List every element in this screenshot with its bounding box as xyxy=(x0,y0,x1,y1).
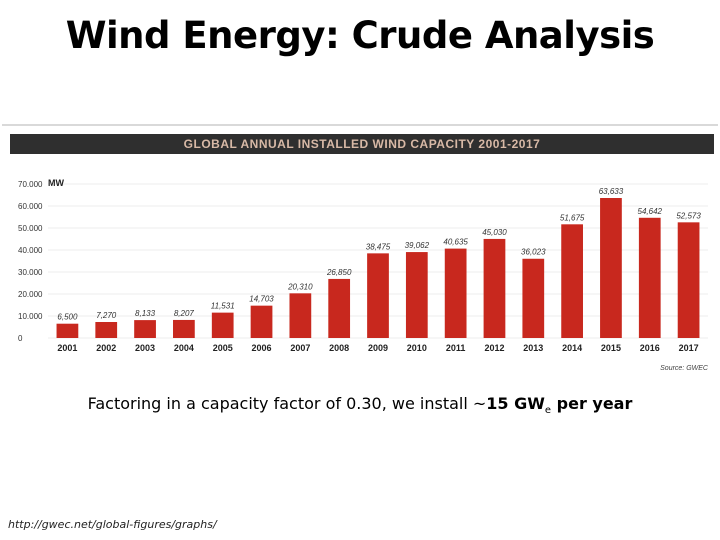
y-tick-label: 50.000 xyxy=(18,224,43,233)
bar-value-label: 20,310 xyxy=(287,282,313,291)
bar xyxy=(483,238,506,338)
x-tick-label: 2010 xyxy=(407,343,427,353)
y-tick-label: 40.000 xyxy=(18,246,43,255)
bar-value-label: 8,133 xyxy=(135,309,156,318)
x-tick-label: 2009 xyxy=(368,343,388,353)
chart-title: GLOBAL ANNUAL INSTALLED WIND CAPACITY 20… xyxy=(183,137,541,151)
bar-value-label: 45,030 xyxy=(482,228,507,237)
x-tick-label: 2016 xyxy=(640,343,660,353)
bar xyxy=(56,323,79,338)
x-tick-label: 2005 xyxy=(213,343,233,353)
caption-bold-value: 15 GW xyxy=(486,394,545,413)
bar xyxy=(173,319,195,338)
x-tick-label: 2013 xyxy=(523,343,543,353)
bar xyxy=(289,293,312,338)
bar xyxy=(211,312,234,338)
x-tick-label: 2014 xyxy=(562,343,582,353)
bar xyxy=(367,253,389,338)
bar-value-label: 36,023 xyxy=(521,248,546,257)
caption-bold-suffix: per year xyxy=(551,394,633,413)
chart-source-note: Source: GWEC xyxy=(660,365,709,372)
chart-panel: GLOBAL ANNUAL INSTALLED WIND CAPACITY 20… xyxy=(2,124,718,381)
x-tick-label: 2012 xyxy=(484,343,504,353)
x-tick-label: 2008 xyxy=(329,343,349,353)
bar xyxy=(328,278,351,338)
x-tick-label: 2015 xyxy=(601,343,621,353)
x-tick-label: 2004 xyxy=(174,343,194,353)
bar-value-label: 26,850 xyxy=(326,268,352,277)
caption: Factoring in a capacity factor of 0.30, … xyxy=(0,394,720,416)
y-tick-label: 30.000 xyxy=(18,268,43,277)
bar xyxy=(522,258,545,338)
x-tick-label: 2006 xyxy=(252,343,272,353)
bar-value-label: 40,635 xyxy=(443,238,468,247)
y-tick-label: 0 xyxy=(18,334,23,343)
x-tick-label: 2011 xyxy=(446,343,466,353)
bar-value-label: 7,270 xyxy=(96,311,117,320)
bar xyxy=(250,305,273,338)
source-url[interactable]: http://gwec.net/global-figures/graphs/ xyxy=(8,518,217,531)
bar xyxy=(600,198,622,338)
bar-value-label: 6,500 xyxy=(57,313,78,322)
bar xyxy=(134,320,156,338)
y-tick-label: 60.000 xyxy=(18,202,43,211)
bar-value-label: 8,207 xyxy=(174,309,195,318)
bar-value-label: 14,703 xyxy=(249,295,274,304)
x-tick-label: 2001 xyxy=(57,343,77,353)
bar-value-label: 63,633 xyxy=(599,187,624,196)
y-tick-label: 10.000 xyxy=(18,312,43,321)
caption-prefix: Factoring in a capacity factor of 0.30, … xyxy=(87,394,487,413)
bar-value-label: 54,642 xyxy=(638,207,663,216)
bar xyxy=(405,252,428,338)
bar-chart: 0 10.000 20.000 30.000 40.000 50.000 60.000 70.… xyxy=(18,178,709,372)
bar xyxy=(561,224,583,338)
x-tick-label: 2007 xyxy=(290,343,310,353)
bar xyxy=(677,222,700,338)
slide-title: Wind Energy: Crude Analysis xyxy=(65,14,655,57)
y-tick-label: 70.000 xyxy=(18,180,43,189)
y-axis-label: MW xyxy=(48,178,64,188)
caption-subscript: e xyxy=(544,405,552,417)
chart-title-banner: GLOBAL ANNUAL INSTALLED WIND CAPACITY 20… xyxy=(10,134,714,154)
y-tick-label: 20.000 xyxy=(18,290,43,299)
bar xyxy=(638,217,661,338)
bar xyxy=(444,248,467,338)
bar-value-label: 11,531 xyxy=(211,302,235,311)
bar-value-label: 51,675 xyxy=(560,213,585,222)
bar-value-label: 38,475 xyxy=(366,242,391,251)
bar-value-label: 39,062 xyxy=(405,241,430,250)
bar-value-label: 52,573 xyxy=(676,211,701,220)
bar xyxy=(95,322,118,338)
x-tick-label: 2002 xyxy=(96,343,116,353)
x-tick-label: 2003 xyxy=(135,343,155,353)
x-tick-label: 2017 xyxy=(679,343,699,353)
